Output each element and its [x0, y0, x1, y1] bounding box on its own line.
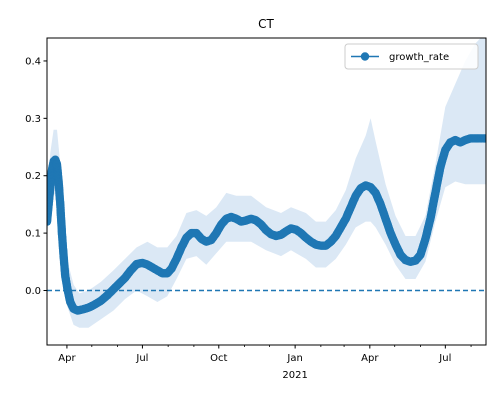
y-tick-label: 0.4	[25, 56, 41, 67]
legend-marker	[360, 52, 370, 61]
x-tick-year-label: 2021	[282, 370, 307, 381]
y-tick-label: 0.0	[25, 286, 41, 297]
growth-rate-markers	[47, 134, 486, 315]
y-tick-label: 0.1	[25, 229, 41, 240]
x-tick-label: Jul	[438, 353, 451, 364]
legend-label: growth_rate	[389, 52, 449, 63]
axes-frame	[46, 37, 487, 346]
x-tick-label: Oct	[210, 353, 227, 364]
y-tick-label: 0.2	[25, 171, 41, 182]
data-point	[481, 134, 486, 143]
x-tick-label: Jan	[286, 353, 302, 364]
confidence-band	[47, 38, 486, 328]
plot-area: 0.0 0.1 0.2 0.3 0.4 Apr Jul Oct Jan 2021 Apr Jul gro…	[25, 37, 487, 381]
x-tick-label: Apr	[361, 353, 379, 364]
y-tick-label: 0.3	[25, 114, 41, 125]
chart-title: CT	[258, 17, 274, 31]
legend: growth_rate	[344, 43, 479, 70]
x-tick-label: Jul	[135, 353, 148, 364]
legend-box	[344, 43, 479, 70]
x-tick-label: Apr	[58, 353, 76, 364]
